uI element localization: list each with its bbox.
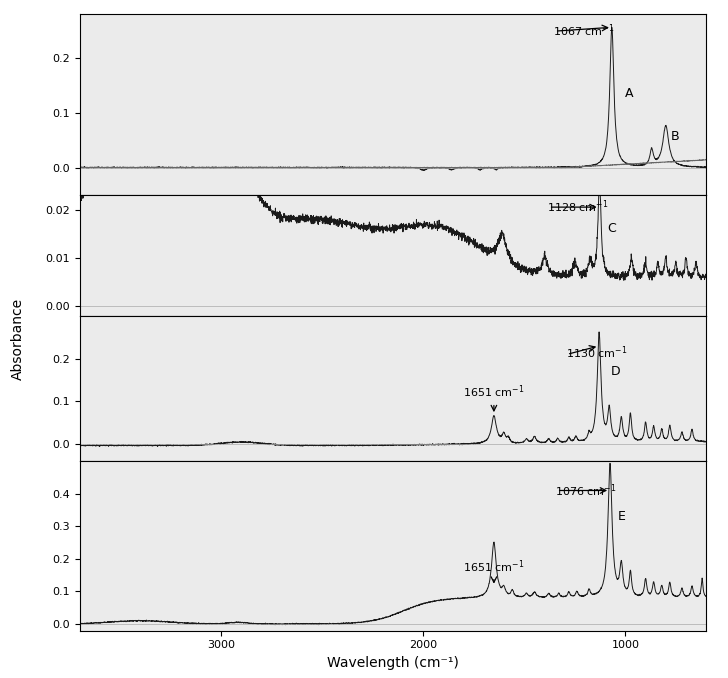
Text: 1651 cm$^{-1}$: 1651 cm$^{-1}$ xyxy=(463,559,525,575)
Text: 1128 cm$^{-1}$: 1128 cm$^{-1}$ xyxy=(547,199,609,216)
Text: 1067 cm$^{-1}$: 1067 cm$^{-1}$ xyxy=(553,23,614,39)
Text: 1651 cm$^{-1}$: 1651 cm$^{-1}$ xyxy=(463,384,525,400)
Text: D: D xyxy=(612,365,621,378)
Text: Absorbance: Absorbance xyxy=(11,298,25,380)
Text: B: B xyxy=(670,130,679,143)
Text: 1130 cm$^{-1}$: 1130 cm$^{-1}$ xyxy=(566,345,628,361)
Text: E: E xyxy=(617,510,625,523)
Text: A: A xyxy=(625,87,634,100)
X-axis label: Wavelength (cm⁻¹): Wavelength (cm⁻¹) xyxy=(327,656,459,670)
Text: 1076 cm$^{-1}$: 1076 cm$^{-1}$ xyxy=(555,482,617,499)
Text: C: C xyxy=(607,222,616,235)
